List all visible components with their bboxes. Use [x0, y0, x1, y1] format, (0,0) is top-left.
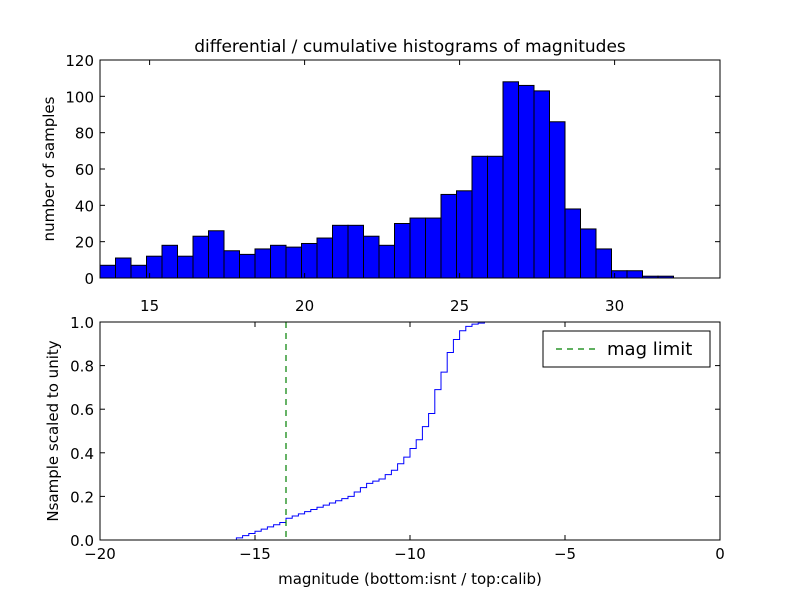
histogram-bar: [161, 244, 178, 279]
y-tick-label: 0.2: [70, 488, 94, 506]
x-tick-label: 15: [140, 297, 159, 315]
top-y-axis: 0 20 40 60 80 100 120: [65, 52, 720, 288]
x-tick-label: −5: [554, 545, 576, 563]
y-tick-label: 0.0: [70, 532, 94, 550]
histogram-bar: [409, 217, 426, 279]
histogram-bar: [378, 244, 395, 279]
x-tick-label: 25: [450, 297, 469, 315]
histogram-bar: [425, 217, 442, 279]
histogram-bar: [177, 255, 194, 279]
histogram-bar: [471, 155, 488, 279]
histogram-bar: [316, 237, 333, 279]
top-chart-title: differential / cumulative histograms of …: [194, 37, 626, 57]
top-x-axis: 15 20 25 30: [140, 60, 624, 315]
y-tick-label: 20: [75, 234, 94, 252]
histogram-bar: [146, 255, 163, 279]
top-y-axis-label: number of samples: [40, 96, 58, 241]
legend: mag limit: [542, 330, 711, 368]
x-tick-label: 30: [605, 297, 624, 315]
y-tick-label: 0.4: [70, 445, 94, 463]
histogram-bar: [239, 253, 256, 279]
bottom-y-axis: 0.0 0.2 0.4 0.6 0.8 1.0: [70, 314, 720, 550]
histogram-bar: [440, 193, 457, 279]
histogram-bar: [363, 235, 380, 279]
histogram-bar: [487, 155, 504, 279]
bottom-x-axis: −20 −15 −10 −5 0: [84, 322, 725, 563]
histogram-bar: [254, 248, 271, 279]
y-tick-label: 0.6: [70, 401, 94, 419]
histogram-bar: [301, 242, 318, 279]
y-tick-label: 0: [84, 270, 94, 288]
histogram-bar: [564, 208, 581, 279]
x-tick-label: −15: [239, 545, 271, 563]
histogram-bar: [456, 190, 473, 279]
histogram-bar: [626, 270, 643, 279]
histogram-bar: [394, 223, 411, 279]
histogram-bar: [533, 90, 550, 279]
histogram-bar: [192, 235, 209, 279]
histogram-bar: [115, 257, 132, 279]
y-tick-label: 40: [75, 197, 94, 215]
histogram-bar: [347, 224, 364, 279]
histogram-bar: [270, 244, 287, 279]
x-tick-label: 0: [715, 545, 725, 563]
y-tick-label: 60: [75, 161, 94, 179]
y-tick-label: 0.8: [70, 358, 94, 376]
histogram-bar: [611, 270, 628, 279]
histogram-bar: [332, 224, 349, 279]
y-tick-label: 120: [65, 52, 94, 70]
histogram-bar: [208, 230, 225, 279]
bottom-y-axis-label: Nsample scaled to unity: [44, 340, 62, 521]
histogram-bar: [285, 246, 302, 279]
histogram-bar: [549, 121, 566, 279]
histogram-bar: [223, 250, 240, 279]
histogram-bar: [580, 228, 597, 279]
top-histogram-bars: [99, 81, 674, 279]
histogram-bar: [595, 248, 612, 279]
x-tick-label: −10: [394, 545, 426, 563]
histogram-bar: [99, 264, 116, 279]
legend-mag-limit-label: mag limit: [607, 339, 692, 360]
histogram-bar: [130, 264, 147, 279]
y-tick-label: 100: [65, 88, 94, 106]
x-tick-label: 20: [295, 297, 314, 315]
cumulative-step-line: [100, 321, 720, 541]
histogram-bar: [518, 84, 535, 279]
y-tick-label: 80: [75, 125, 94, 143]
bottom-x-axis-label: magnitude (bottom:isnt / top:calib): [278, 570, 542, 588]
x-tick-label: −20: [84, 545, 116, 563]
y-tick-label: 1.0: [70, 314, 94, 332]
histogram-bar: [502, 81, 519, 279]
